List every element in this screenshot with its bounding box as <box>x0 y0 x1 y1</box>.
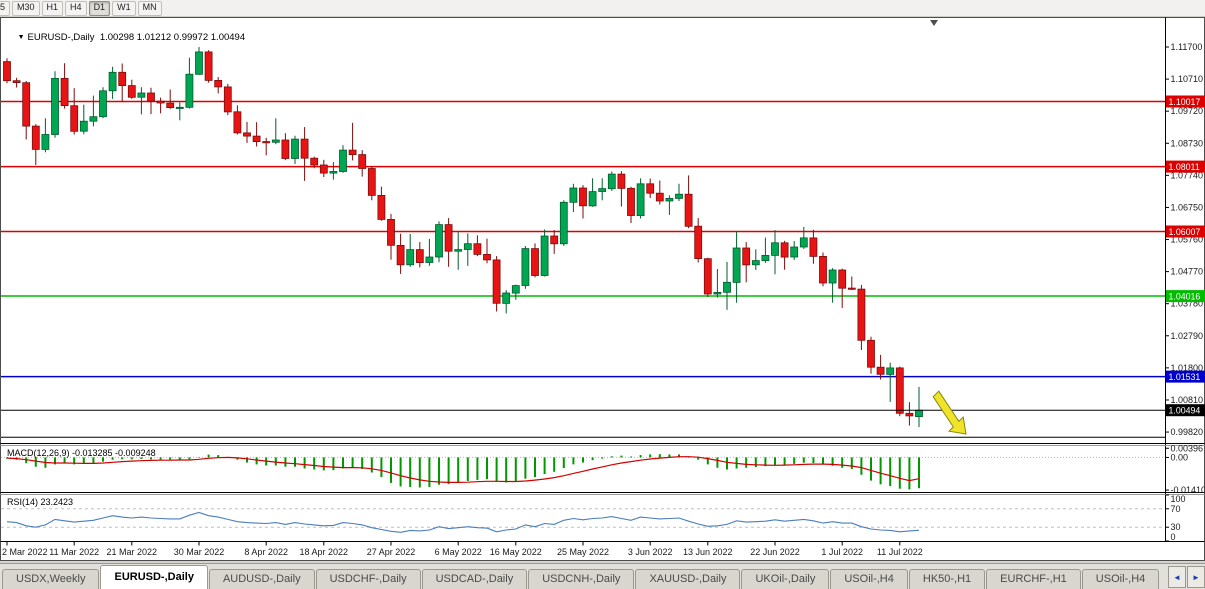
svg-text:1.11700: 1.11700 <box>1171 42 1203 52</box>
tab-xauusd-daily[interactable]: XAUUSD-,Daily <box>635 569 741 589</box>
svg-text:1.10017: 1.10017 <box>1169 97 1201 107</box>
svg-text:1.09720: 1.09720 <box>1171 106 1204 116</box>
tab-scroll-controls: ◄ ► <box>1166 566 1205 588</box>
tab-scroll-left-button[interactable]: ◄ <box>1168 566 1186 588</box>
chart-ohlc-values: 1.00298 1.01212 0.99972 1.00494 <box>99 32 246 43</box>
svg-text:0.00396: 0.00396 <box>1171 443 1204 453</box>
tab-audusd-daily[interactable]: AUDUSD-,Daily <box>208 569 315 589</box>
svg-text:1.04016: 1.04016 <box>1169 292 1201 302</box>
tab-usdcnh-daily[interactable]: USDCNH-,Daily <box>528 569 635 589</box>
chart-canvas[interactable]: 1.11700 1.10710 1.09720 1.08730 1.07740 1.067… <box>0 17 1205 561</box>
svg-text:11 Mar 2022: 11 Mar 2022 <box>49 547 99 557</box>
chart-symbol-label: EURUSD-,Daily <box>27 32 95 43</box>
svg-text:1.08730: 1.08730 <box>1171 138 1204 148</box>
svg-text:1.02790: 1.02790 <box>1171 331 1204 341</box>
tab-eurchf-h1[interactable]: EURCHF-,H1 <box>986 569 1081 589</box>
tab-usdx-weekly[interactable]: USDX,Weekly <box>2 569 100 589</box>
svg-text:25 May 2022: 25 May 2022 <box>557 547 609 557</box>
svg-text:0: 0 <box>1171 532 1176 542</box>
svg-text:1.01800: 1.01800 <box>1171 363 1204 373</box>
svg-text:1.06750: 1.06750 <box>1171 202 1204 212</box>
svg-text:22 Jun 2022: 22 Jun 2022 <box>750 547 800 557</box>
timeframe-h4[interactable]: H4 <box>65 0 87 16</box>
svg-text:1.00494: 1.00494 <box>1169 406 1201 416</box>
tab-scroll-right-icon: ► <box>1192 572 1200 582</box>
svg-text:6 May 2022: 6 May 2022 <box>435 547 482 557</box>
candlestick-series <box>3 47 923 428</box>
timeframe-d1[interactable]: D1 <box>88 0 111 16</box>
tab-scroll-left-icon: ◄ <box>1173 572 1181 582</box>
svg-text:21 Mar 2022: 21 Mar 2022 <box>107 547 158 557</box>
date-axis[interactable]: 2 Mar 2022 11 Mar 2022 21 Mar 2022 30 Mar 2… <box>2 541 923 558</box>
timeframe-m30[interactable]: M30 <box>12 0 40 16</box>
arrow-annotation[interactable] <box>932 390 967 435</box>
chart-window: 1.11700 1.10710 1.09720 1.08730 1.07740 1.067… <box>0 17 1205 561</box>
svg-text:1.05760: 1.05760 <box>1171 235 1204 245</box>
tab-usdchf-daily[interactable]: USDCHF-,Daily <box>315 569 421 589</box>
timeframe-mn[interactable]: MN <box>137 0 162 16</box>
tab-hk50-h1[interactable]: HK50-,H1 <box>908 569 986 589</box>
macd-indicator-label: MACD(12,26,9) -0.013285 -0.009248 <box>7 448 156 458</box>
svg-text:100: 100 <box>1171 494 1186 504</box>
tab-scroll-right-button[interactable]: ► <box>1187 566 1205 588</box>
svg-text:13 Jun 2022: 13 Jun 2022 <box>683 547 733 557</box>
svg-text:1.10710: 1.10710 <box>1171 74 1204 84</box>
rsi-line <box>6 511 920 533</box>
svg-text:1.07740: 1.07740 <box>1171 170 1204 180</box>
rsi-indicator-label: RSI(14) 23.2423 <box>7 497 74 507</box>
macd-signal-line <box>6 456 920 483</box>
svg-text:1.04770: 1.04770 <box>1171 267 1204 277</box>
svg-text:-0.01410: -0.01410 <box>1171 485 1205 495</box>
svg-text:30: 30 <box>1171 522 1181 532</box>
tab-eurusd-daily[interactable]: EURUSD-,Daily <box>100 565 208 589</box>
svg-text:11 Jul 2022: 11 Jul 2022 <box>877 547 923 557</box>
timeframe-h1[interactable]: H1 <box>41 0 64 16</box>
svg-text:1.00810: 1.00810 <box>1171 395 1204 405</box>
svg-text:3 Jun 2022: 3 Jun 2022 <box>628 547 673 557</box>
svg-text:1 Jul 2022: 1 Jul 2022 <box>821 547 863 557</box>
svg-text:0.00: 0.00 <box>1171 452 1189 462</box>
svg-text:8 Apr 2022: 8 Apr 2022 <box>244 547 288 557</box>
svg-text:27 Apr 2022: 27 Apr 2022 <box>367 547 416 557</box>
svg-text:1.08011: 1.08011 <box>1169 162 1200 172</box>
svg-text:70: 70 <box>1171 504 1181 514</box>
tab-usdcad-daily[interactable]: USDCAD-,Daily <box>421 569 528 589</box>
svg-text:1.06007: 1.06007 <box>1169 227 1201 237</box>
svg-text:30 Mar 2022: 30 Mar 2022 <box>174 547 225 557</box>
macd-histogram <box>6 454 920 490</box>
timeframe-5[interactable]: 5 <box>0 0 11 16</box>
symbol-tab-bar: USDX,Weekly EURUSD-,Daily AUDUSD-,Daily USD… <box>0 563 1205 589</box>
tab-usoil-h4[interactable]: USOil-,H4 <box>1081 569 1160 589</box>
svg-text:16 May 2022: 16 May 2022 <box>490 547 542 557</box>
svg-text:0.99820: 0.99820 <box>1171 427 1204 437</box>
chart-shift-icon <box>930 20 938 26</box>
tab-usoil-h4[interactable]: USOil-,H4 <box>830 569 908 589</box>
timeframe-toolbar: 5 M30 H1 H4 D1 W1 MN <box>0 0 1205 17</box>
svg-text:18 Apr 2022: 18 Apr 2022 <box>300 547 349 557</box>
chart-title: ▼ EURUSD-,Daily 1.00298 1.01212 0.99972 1… <box>7 21 246 54</box>
svg-text:1.01531: 1.01531 <box>1169 372 1201 382</box>
chart-dropdown-icon: ▼ <box>17 34 25 41</box>
tab-ukoil-daily[interactable]: UKOil-,Daily <box>741 569 830 589</box>
svg-text:2 Mar 2022: 2 Mar 2022 <box>2 547 48 557</box>
svg-text:1.03780: 1.03780 <box>1171 299 1204 309</box>
timeframe-w1[interactable]: W1 <box>112 0 136 16</box>
